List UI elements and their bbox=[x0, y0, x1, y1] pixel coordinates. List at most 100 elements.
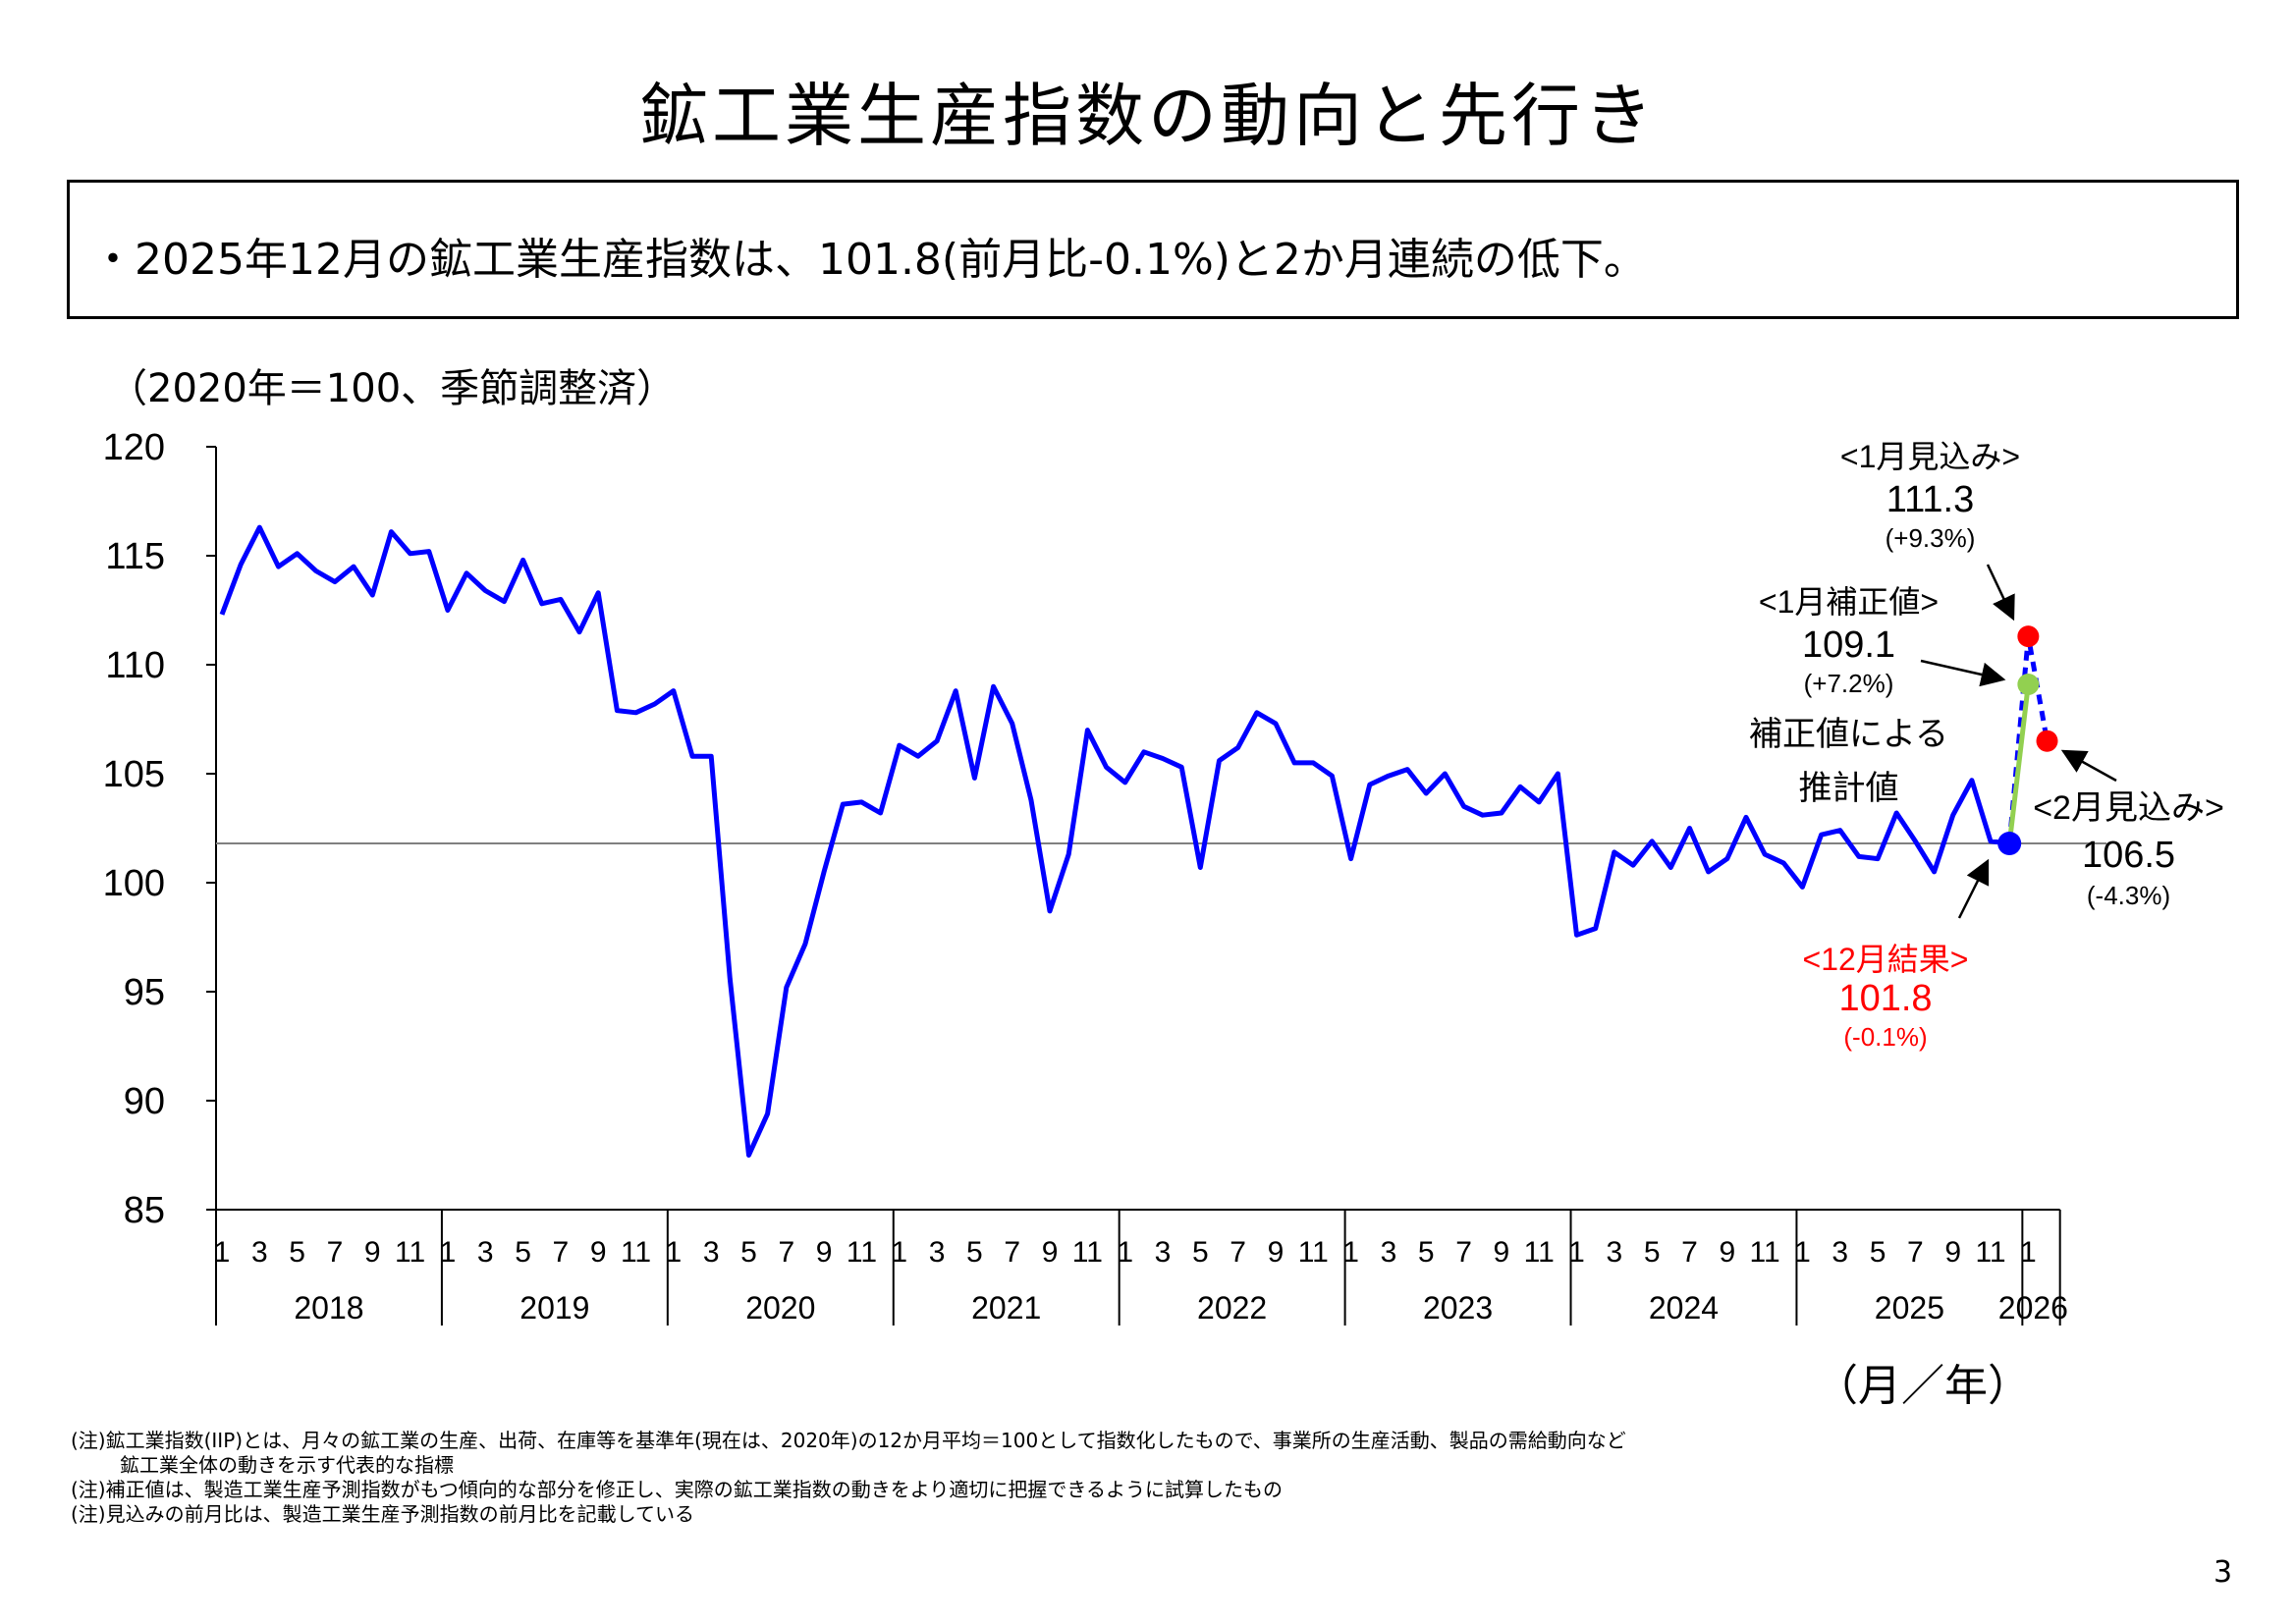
month-tick-label: 3 bbox=[1381, 1236, 1397, 1269]
month-tick-label: 3 bbox=[703, 1236, 720, 1269]
footnote-1-cont: 鉱工業全体の動きを示す代表的な指標 bbox=[120, 1453, 454, 1477]
y-tick-label: 90 bbox=[124, 1081, 165, 1122]
feb-forecast-annotation: <2月見込み> 106.5 (-4.3%) bbox=[2023, 781, 2234, 911]
point-jan-2026-corrected bbox=[2017, 673, 2040, 695]
feb-forecast-change: (-4.3%) bbox=[2086, 881, 2171, 910]
month-tick-label: 7 bbox=[327, 1236, 344, 1269]
month-tick-label: 9 bbox=[1042, 1236, 1059, 1269]
month-tick-label: 3 bbox=[1155, 1236, 1172, 1269]
jan-corrected-note2: 推計値 bbox=[1798, 770, 1899, 807]
year-label: 2022 bbox=[1197, 1290, 1267, 1326]
month-tick-label: 1 bbox=[1568, 1236, 1585, 1269]
footnotes: (注)鉱工業指数(IIP)とは、月々の鉱工業の生産、出荷、在庫等を基準年(現在は… bbox=[71, 1429, 1626, 1527]
y-tick-label: 100 bbox=[103, 863, 165, 904]
month-tick-label: 7 bbox=[778, 1236, 794, 1269]
month-tick-label: 1 bbox=[1794, 1236, 1811, 1269]
dec-result-value: 101.8 bbox=[1838, 978, 1933, 1019]
footnote-3: (注)見込みの前月比は、製造工業生産予測指数の前月比を記載している bbox=[71, 1502, 695, 1526]
point-feb-2026-forecast bbox=[2036, 730, 2058, 752]
month-tick-label: 7 bbox=[553, 1236, 570, 1269]
dec-result-annotation: <12月結果> 101.8 (-0.1%) bbox=[1787, 935, 1984, 1053]
y-tick-label: 95 bbox=[124, 972, 165, 1013]
y-unit-label: （2020年＝100、季節調整済） bbox=[108, 366, 677, 411]
month-tick-label: 1 bbox=[2020, 1236, 2037, 1269]
month-tick-label: 5 bbox=[1644, 1236, 1661, 1269]
month-tick-label: 9 bbox=[364, 1236, 381, 1269]
month-tick-label: 1 bbox=[665, 1236, 682, 1269]
month-tick-label: 7 bbox=[1230, 1236, 1246, 1269]
month-tick-label: 5 bbox=[966, 1236, 983, 1269]
month-tick-label: 11 bbox=[1975, 1236, 2005, 1269]
jan-forecast-change: (+9.3%) bbox=[1885, 523, 1976, 553]
month-tick-label: 1 bbox=[1117, 1236, 1133, 1269]
footnote-1: (注)鉱工業指数(IIP)とは、月々の鉱工業の生産、出荷、在庫等を基準年(現在は… bbox=[71, 1429, 1626, 1452]
jan-corrected-annotation: <1月補正値> 109.1 (+7.2%) 補正値による 推計値 bbox=[1738, 577, 1959, 809]
feb-forecast-value: 106.5 bbox=[2081, 835, 2176, 876]
dec-result-label: <12月結果> bbox=[1802, 942, 1969, 977]
year-label: 2026 bbox=[1998, 1290, 2068, 1326]
month-tick-label: 11 bbox=[395, 1236, 425, 1269]
summary-box: ・2025年12月の鉱工業生産指数は、101.8(前月比-0.1%)と2か月連続… bbox=[67, 180, 2239, 319]
y-tick-label: 85 bbox=[124, 1190, 165, 1231]
jan-corrected-label: <1月補正値> bbox=[1758, 584, 1940, 620]
month-tick-label: 3 bbox=[477, 1236, 494, 1269]
y-tick-label: 110 bbox=[105, 645, 165, 686]
jan-corrected-note1: 補正値による bbox=[1749, 716, 1948, 753]
series-line-iip bbox=[219, 524, 2010, 1158]
month-tick-label: 11 bbox=[1072, 1236, 1103, 1269]
month-tick-label: 9 bbox=[1268, 1236, 1285, 1269]
month-tick-label: 11 bbox=[1298, 1236, 1329, 1269]
jan-forecast-value: 111.3 bbox=[1886, 479, 1975, 520]
arrow-jan-corrected bbox=[1920, 659, 2006, 687]
month-tick-label: 5 bbox=[1870, 1236, 1886, 1269]
month-tick-label: 1 bbox=[1342, 1236, 1359, 1269]
month-tick-label: 7 bbox=[1455, 1236, 1472, 1269]
year-label: 2024 bbox=[1649, 1290, 1719, 1326]
month-tick-label: 7 bbox=[1004, 1236, 1020, 1269]
page-number: 3 bbox=[2214, 1555, 2233, 1590]
month-tick-label: 11 bbox=[1750, 1236, 1780, 1269]
month-tick-label: 1 bbox=[214, 1236, 231, 1269]
series-line-corrected bbox=[2006, 683, 2031, 844]
month-tick-label: 9 bbox=[590, 1236, 607, 1269]
dec-result-change: (-0.1%) bbox=[1843, 1022, 1928, 1052]
year-label: 2021 bbox=[971, 1290, 1041, 1326]
arrow-feb-forecast bbox=[2060, 749, 2117, 783]
month-tick-label: 7 bbox=[1907, 1236, 1924, 1269]
jan-forecast-annotation: <1月見込み> 111.3 (+9.3%) bbox=[1820, 432, 2041, 554]
month-tick-label: 9 bbox=[816, 1236, 833, 1269]
month-tick-label: 1 bbox=[891, 1236, 907, 1269]
month-tick-label: 9 bbox=[1719, 1236, 1735, 1269]
footnote-2: (注)補正値は、製造工業生産予測指数がもつ傾向的な部分を修正し、実際の鉱工業指数… bbox=[71, 1478, 1284, 1501]
year-label: 2023 bbox=[1423, 1290, 1493, 1326]
y-tick-label: 105 bbox=[103, 754, 165, 795]
month-tick-label: 11 bbox=[621, 1236, 651, 1269]
jan-corrected-change: (+7.2%) bbox=[1803, 669, 1894, 698]
y-tick-label: 120 bbox=[103, 427, 165, 468]
arrow-dec-result bbox=[1957, 858, 1990, 919]
month-tick-label: 1 bbox=[440, 1236, 457, 1269]
month-tick-label: 11 bbox=[1524, 1236, 1555, 1269]
y-tick-label: 115 bbox=[105, 536, 165, 577]
year-label: 2025 bbox=[1875, 1290, 1944, 1326]
month-tick-label: 3 bbox=[929, 1236, 946, 1269]
year-label: 2018 bbox=[294, 1290, 363, 1326]
jan-corrected-value: 109.1 bbox=[1801, 624, 1896, 666]
month-tick-label: 5 bbox=[1192, 1236, 1209, 1269]
year-label: 2019 bbox=[519, 1290, 589, 1326]
year-label: 2020 bbox=[745, 1290, 815, 1326]
month-tick-label: 5 bbox=[515, 1236, 531, 1269]
point-dec-2025 bbox=[1997, 832, 2022, 856]
page-title: 鉱工業生産指数の動向と先行き bbox=[639, 76, 1657, 156]
month-tick-label: 5 bbox=[289, 1236, 305, 1269]
x-unit-label: （月／年） bbox=[1815, 1361, 2031, 1411]
month-tick-label: 9 bbox=[1494, 1236, 1510, 1269]
month-tick-label: 3 bbox=[1606, 1236, 1622, 1269]
month-tick-label: 5 bbox=[740, 1236, 757, 1269]
point-jan-2026-forecast bbox=[2017, 625, 2040, 648]
month-tick-label: 5 bbox=[1418, 1236, 1435, 1269]
month-tick-label: 3 bbox=[251, 1236, 268, 1269]
arrow-jan-forecast bbox=[1986, 564, 2015, 622]
jan-forecast-label: <1月見込み> bbox=[1839, 439, 2021, 474]
